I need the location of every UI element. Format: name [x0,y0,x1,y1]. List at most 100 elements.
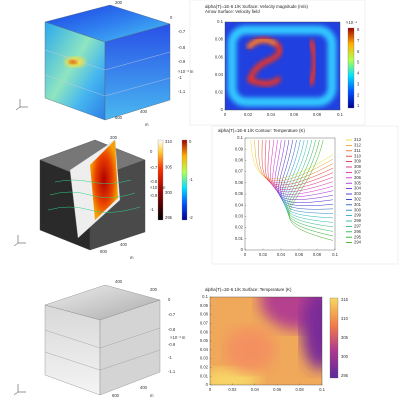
contour-line [278,139,334,203]
legend-label: 306 [354,175,362,180]
x-tick-label: 0.02 [228,387,237,392]
x-tick-label: 0.1 [332,252,338,257]
colorbar-label: 295 [341,373,349,378]
colorbar [329,297,339,379]
axis-label: -1 [178,75,182,80]
y-tick-label: 0.04 [200,347,209,352]
y-tick-label: 0.06 [215,54,224,59]
velocity-3d-view [15,4,171,121]
axis-label: -0.7 [168,312,176,317]
legend-label: 313 [354,137,362,142]
axis-label: 200 [115,0,123,5]
contour-line [289,139,334,241]
axis-label: -1.1 [178,89,186,94]
contour-plot-panel: alpha(T)=1E-6 1/K Contour: Temperature (… [211,125,399,265]
axis-label: -1 [168,355,172,360]
colorbar-label: -2 [189,215,193,220]
contour-line [288,139,334,237]
y-tick-label: 0.09 [200,303,209,308]
x-tick-label: 0.04 [251,387,260,392]
x-tick-label: 0.02 [244,112,253,117]
colorbar-label: 7 [357,38,360,43]
axis-label: m [130,255,134,260]
legend-label: 307 [354,170,362,175]
axis-label: 400 [140,385,148,390]
colorbar [347,27,355,109]
legend-label: 294 [354,240,362,245]
y-tick-label: 0.1 [202,294,208,299]
legend-label: 302 [354,197,362,202]
colorbar-label: 1 [357,103,360,108]
temperature-gray-3d-view [13,284,161,396]
legend-label: 296 [354,229,362,234]
y-tick-label: 0.05 [235,191,244,196]
y-tick-label: 0.01 [235,236,244,241]
legend-label: 304 [354,186,362,191]
x-tick-label: 0.08 [313,252,322,257]
legend-label: 303 [354,191,362,196]
axis-label: -0.9 [150,193,158,198]
axis-label: 400 [120,242,128,247]
plot-title: alpha(T)=1E-6 1/K Surface: Velocity magn… [205,4,308,9]
y-tick-label: 0.03 [200,356,209,361]
legend-label: 305 [354,180,362,185]
legend-label: 298 [354,218,362,223]
x-tick-label: 0.06 [295,252,304,257]
axis-label: 0 [150,149,153,154]
legend-label: 300 [354,207,362,212]
axis-label: 200 [110,135,118,140]
x-tick-label: 0.06 [290,112,299,117]
colorbar-label: 310 [341,316,349,321]
contour-line [276,139,334,200]
plot-subtitle: Arrow Surface: Velocity field [205,9,260,14]
y-tick-label: 0.06 [200,329,209,334]
colorbar-label: -1 [189,177,193,182]
axis-label: ×10⁻³ m [170,335,186,340]
legend-label: 312 [354,143,362,148]
y-tick-label: 0.08 [200,312,209,317]
y-tick-label: 0.08 [235,158,244,163]
contour-line [285,139,334,223]
contour-line [286,139,334,228]
x-tick-label: 0.08 [296,387,305,392]
y-tick-label: 0.03 [235,214,244,219]
contour-line [287,139,334,232]
x-tick-label: 0.04 [277,252,286,257]
contour-line [272,139,334,195]
y-tick-label: 0.02 [200,365,209,370]
y-tick-label: 0 [206,382,209,387]
y-tick-label: 0.02 [215,90,224,95]
contour-line [270,139,334,193]
colorbar-label: 8 [357,27,360,32]
colorbar-label: 3 [357,81,360,86]
contour-line [281,139,334,210]
x-tick-label: 0 [224,112,227,117]
x-tick-label: 0.06 [273,387,282,392]
y-tick-label: 0.09 [235,146,244,151]
colorbar-label: 0 [189,139,192,144]
colorbar-label: 300 [341,354,349,359]
y-tick-label: 0.02 [235,225,244,230]
y-tick-label: 0.06 [235,180,244,185]
contour-line [284,139,334,219]
axis-label: 400 [140,109,148,114]
y-tick-label: 0 [221,107,224,112]
colorbar [157,139,164,221]
x-tick-label: 0.04 [267,112,276,117]
contour-line [274,139,334,198]
colorbar-label: 295 [165,215,173,220]
contour-line [282,139,334,214]
axis-label: -0.9 [178,59,186,64]
y-tick-label: 0 [241,247,244,252]
axis-label: 0 [170,15,173,20]
colorbar-label: 5 [357,60,360,65]
temperature-plot-panel: alpha(T)=1E-6 1/K Surface: Temperature (… [205,287,339,386]
legend-label: 297 [354,224,362,229]
y-tick-label: 0.08 [215,37,224,42]
axis-label: m [145,122,149,127]
axis-label: 600 [112,393,120,398]
axis-label: ×10⁻³ m [178,69,194,74]
